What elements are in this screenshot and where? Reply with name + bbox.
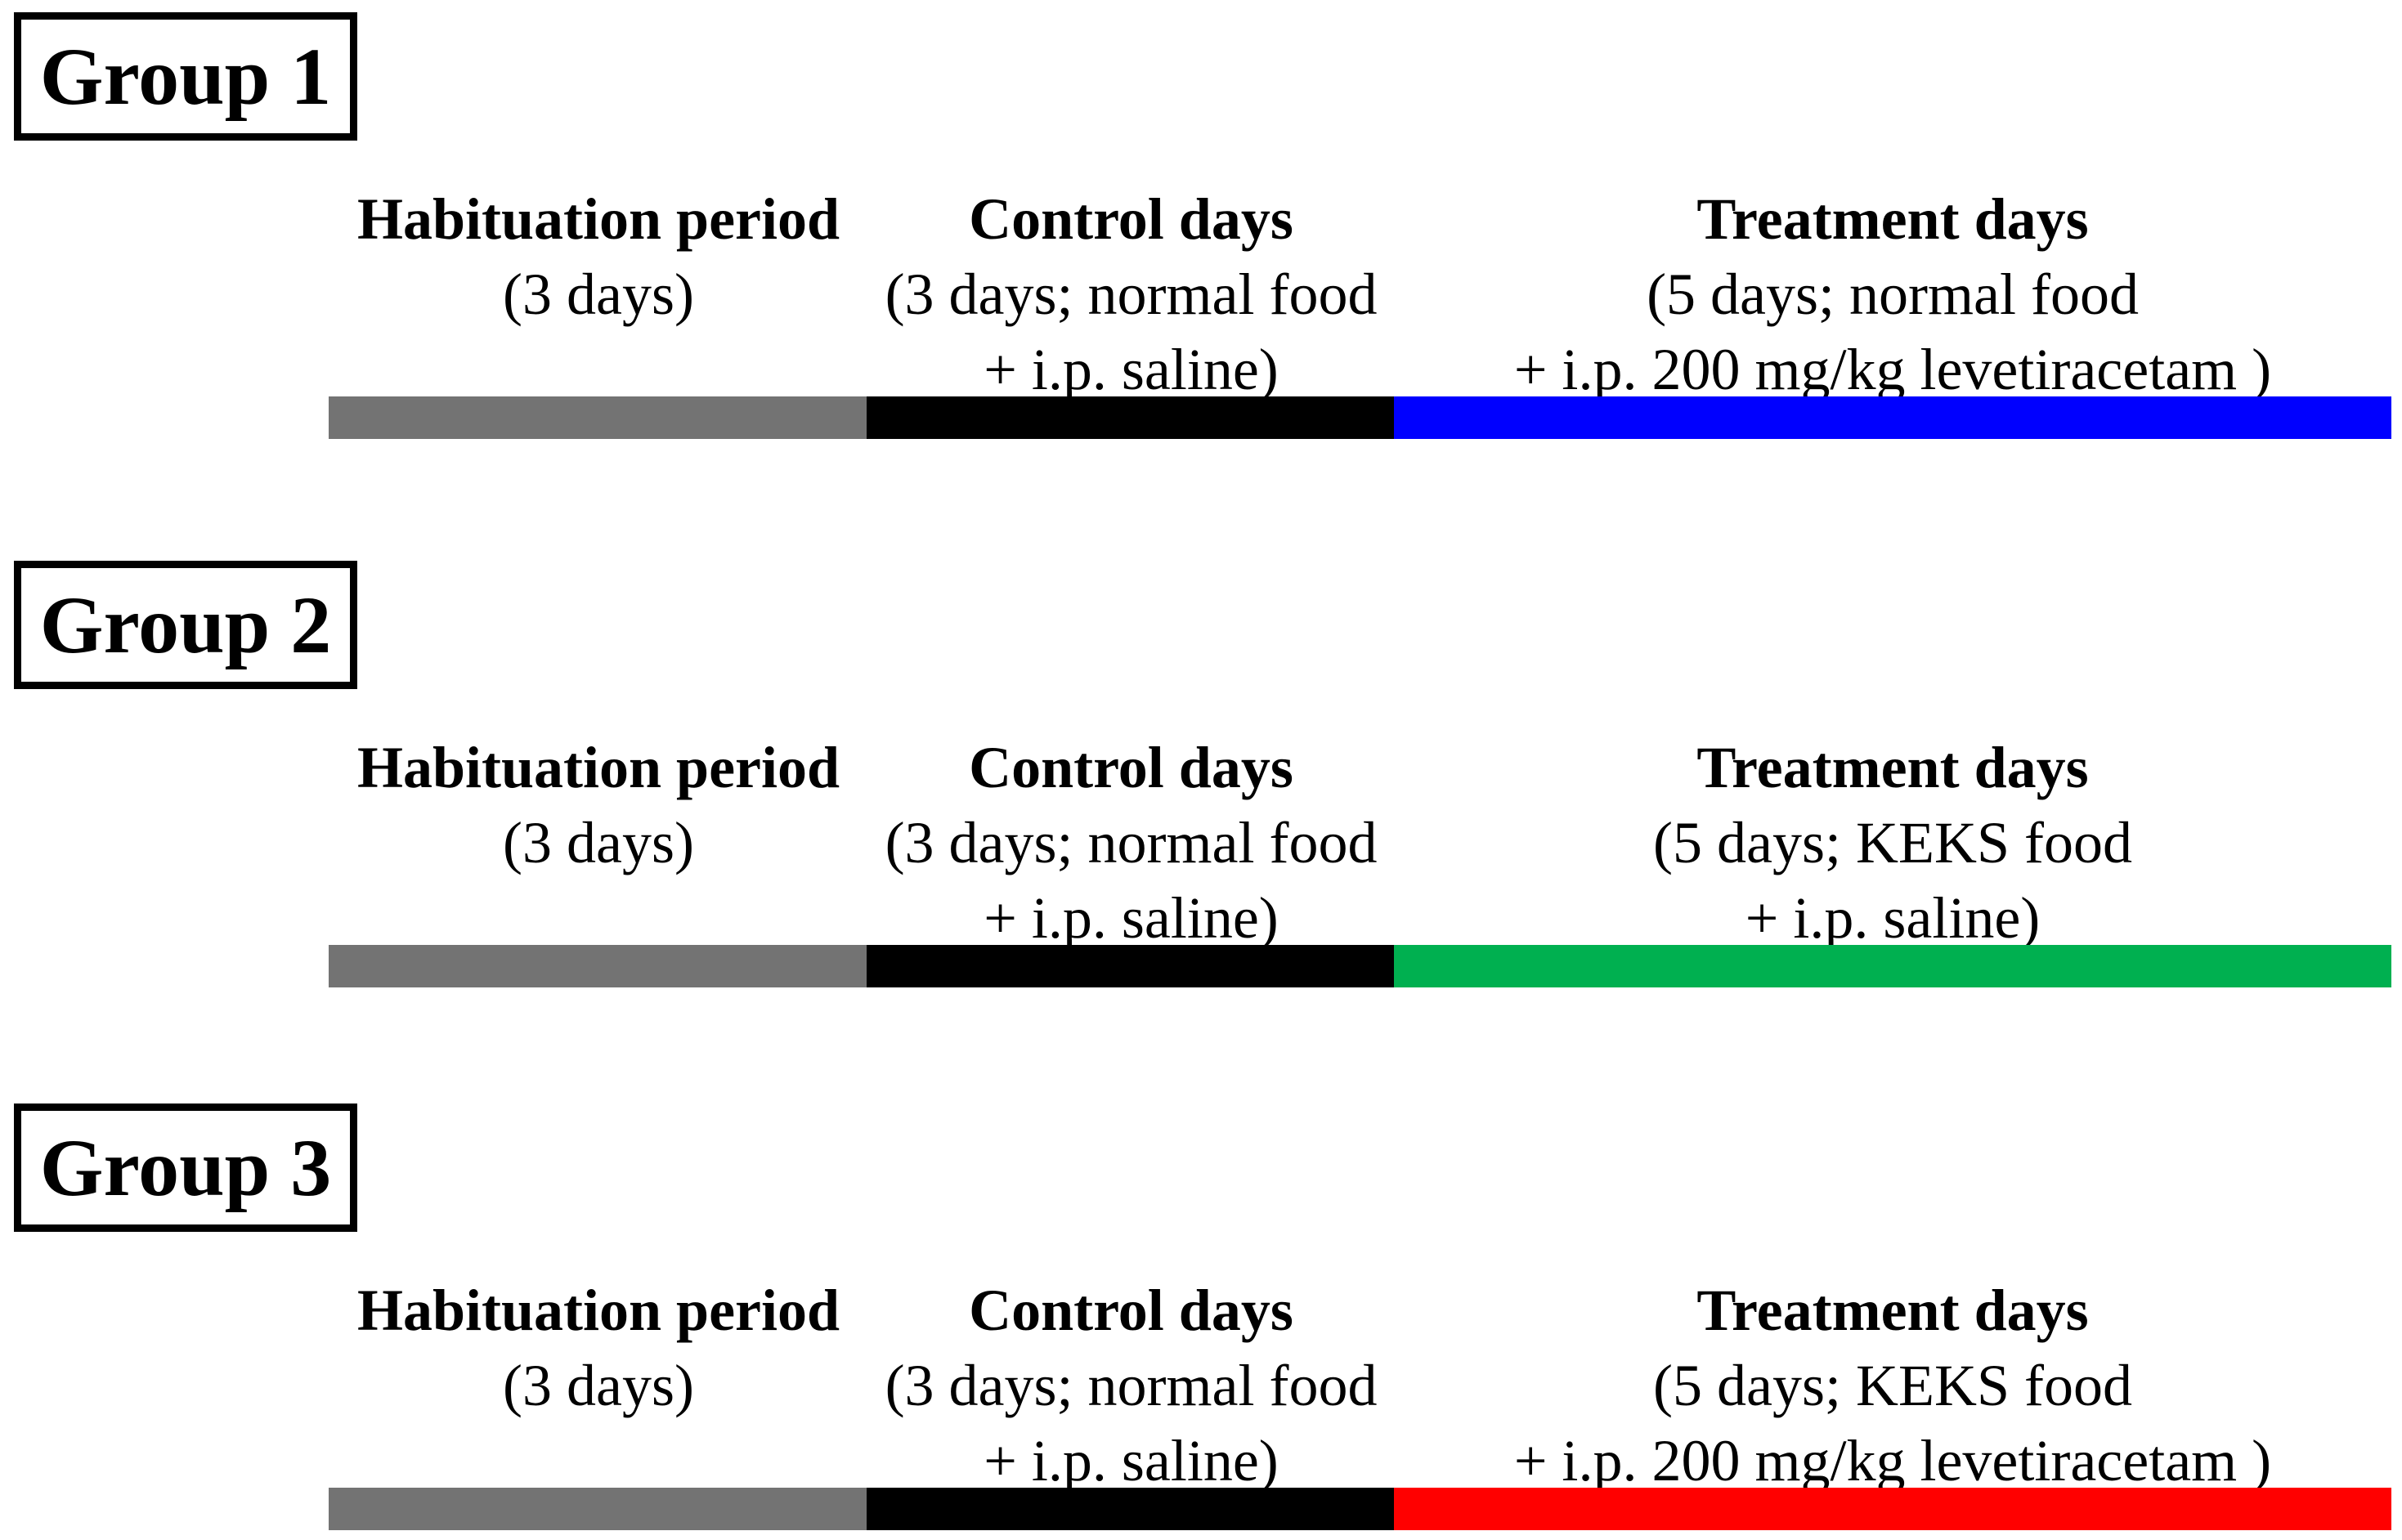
group-1-label: Group 1: [39, 30, 332, 122]
group-1-phase-control: Control days (3 days; normal food + i.p.…: [868, 181, 1394, 407]
habituation-bar-segment: [329, 396, 867, 439]
control-bar-segment: [867, 396, 1394, 439]
phase-title: Habituation period: [356, 1278, 840, 1343]
group-2-section: Group 2 Habituation period (3 days) Cont…: [0, 561, 2402, 1018]
phase-subtitle: (3 days): [503, 810, 694, 875]
phase-subtitle: + i.p. saline): [1745, 885, 2041, 951]
phase-title: Treatment days: [1696, 1278, 2089, 1343]
phase-title: Treatment days: [1696, 186, 2089, 252]
group-3-section: Group 3 Habituation period (3 days) Cont…: [0, 1104, 2402, 1540]
group-3-timeline-bar: [329, 1488, 2391, 1530]
control-bar-segment: [867, 945, 1394, 987]
phase-title: Control days: [969, 1278, 1293, 1343]
habituation-bar-segment: [329, 945, 867, 987]
phase-subtitle: (3 days): [503, 1353, 694, 1418]
group-3-label-box: Group 3: [14, 1104, 357, 1232]
phase-title: Control days: [969, 186, 1293, 252]
phase-subtitle: + i.p. saline): [984, 885, 1279, 951]
phase-subtitle: (5 days; KEKS food: [1653, 1353, 2132, 1418]
phase-subtitle: (3 days; normal food: [885, 810, 1378, 875]
phase-subtitle: + i.p. saline): [984, 1428, 1279, 1493]
group-2-timeline-bar: [329, 945, 2391, 987]
treatment-bar-segment: [1394, 396, 2391, 439]
phase-subtitle: + i.p. 200 mg/kg levetiracetam ): [1513, 1428, 2272, 1493]
group-3-label: Group 3: [39, 1121, 332, 1213]
group-2-label-box: Group 2: [14, 561, 357, 689]
group-2-phase-habituation: Habituation period (3 days): [329, 730, 868, 880]
group-1-phase-treatment: Treatment days (5 days; normal food + i.…: [1394, 181, 2391, 407]
group-3-phase-habituation: Habituation period (3 days): [329, 1273, 868, 1423]
phase-subtitle: (3 days): [503, 262, 694, 327]
habituation-bar-segment: [329, 1488, 867, 1530]
group-2-phase-control: Control days (3 days; normal food + i.p.…: [868, 730, 1394, 956]
group-2-label: Group 2: [39, 579, 332, 670]
group-1-phase-habituation: Habituation period (3 days): [329, 181, 868, 332]
phase-subtitle: (3 days; normal food: [885, 1353, 1378, 1418]
phase-subtitle: + i.p. 200 mg/kg levetiracetam ): [1513, 337, 2272, 402]
group-3-phase-treatment: Treatment days (5 days; KEKS food + i.p.…: [1394, 1273, 2391, 1498]
phase-subtitle: (5 days; normal food: [1647, 262, 2139, 327]
control-bar-segment: [867, 1488, 1394, 1530]
group-1-label-box: Group 1: [14, 12, 357, 141]
phase-subtitle: + i.p. saline): [984, 337, 1279, 402]
phase-title: Treatment days: [1696, 735, 2089, 800]
phase-subtitle: (3 days; normal food: [885, 262, 1378, 327]
phase-title: Habituation period: [356, 186, 840, 252]
group-3-phase-control: Control days (3 days; normal food + i.p.…: [868, 1273, 1394, 1498]
phase-title: Habituation period: [356, 735, 840, 800]
group-2-phase-treatment: Treatment days (5 days; KEKS food + i.p.…: [1394, 730, 2391, 956]
phase-subtitle: (5 days; KEKS food: [1653, 810, 2132, 875]
group-1-timeline-bar: [329, 396, 2391, 439]
treatment-bar-segment: [1394, 1488, 2391, 1530]
treatment-bar-segment: [1394, 945, 2391, 987]
phase-title: Control days: [969, 735, 1293, 800]
group-1-section: Group 1 Habituation period (3 days) Cont…: [0, 12, 2402, 470]
